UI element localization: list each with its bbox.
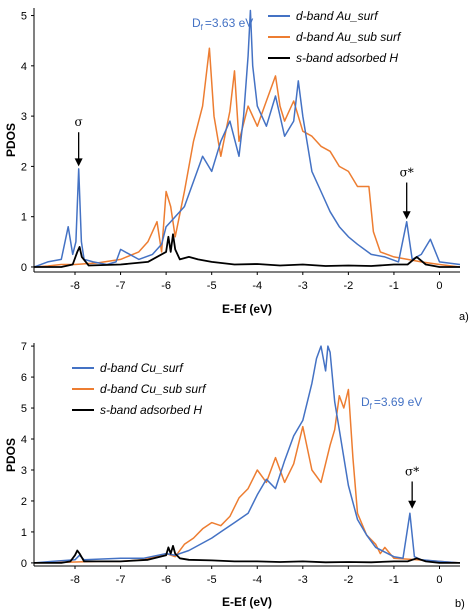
- sigma-annotation: σ: [75, 115, 83, 129]
- legend-entry: d-band Au_sub surf: [296, 30, 402, 44]
- legend-entry: s-band adsorbed H: [100, 403, 202, 417]
- x-tick-label: -4: [252, 574, 262, 586]
- series-line-d-surf: [34, 9, 460, 268]
- x-tick-label: 0: [436, 280, 442, 292]
- chart-panel-1: 0 1 2 3 4 5 -8 -7 -6 -5 -4 -3 -2 -1 0 E-Ef (eV) PDOS a) d-…: [4, 8, 469, 323]
- df-value: =3.63 eV: [205, 16, 253, 30]
- y-axis-label: PDOS: [4, 123, 18, 157]
- sigma-annotation: σ*: [400, 166, 414, 180]
- x-tick-label: -4: [252, 280, 262, 292]
- df-subscript: f: [201, 23, 204, 32]
- y-tick-label: 6: [21, 372, 27, 384]
- y-axis-label: PDOS: [4, 438, 18, 472]
- legend-entry: s-band adsorbed H: [296, 51, 398, 65]
- x-tick-label: -6: [161, 280, 171, 292]
- fermi-dband-annotation: Df =3.69 eV: [361, 395, 422, 411]
- x-tick-label: -8: [70, 280, 80, 292]
- legend-entry: d-band Cu_sub surf: [100, 382, 207, 396]
- x-tick-label: -2: [343, 280, 353, 292]
- x-tick-label: -5: [207, 574, 217, 586]
- x-tick-label: -2: [343, 574, 353, 586]
- x-tick-label: -1: [389, 574, 399, 586]
- y-tick-label: 3: [21, 465, 27, 477]
- y-tick-label: 5: [21, 11, 27, 23]
- x-tick-label: -7: [116, 574, 126, 586]
- y-tick-label: 1: [21, 527, 27, 539]
- fermi-dband-annotation: Df =3.63 eV: [192, 16, 253, 32]
- x-tick-label: 0: [436, 574, 442, 586]
- df-value: =3.69 eV: [374, 395, 422, 409]
- df-subscript: f: [370, 402, 373, 411]
- y-tick-label: 4: [21, 61, 27, 73]
- y-tick-label: 0: [21, 262, 27, 274]
- x-tick-label: -6: [161, 574, 171, 586]
- df-symbol: D: [192, 16, 201, 30]
- x-tick-label: -8: [70, 574, 80, 586]
- y-tick-label: 3: [21, 111, 27, 123]
- legend-entry: d-band Cu_surf: [100, 361, 184, 375]
- x-tick-label: -1: [389, 280, 399, 292]
- df-symbol: D: [361, 395, 370, 409]
- y-tick-label: 2: [21, 496, 27, 508]
- sigma-annotation: σ*: [405, 464, 419, 478]
- x-tick-label: -5: [207, 280, 217, 292]
- x-tick-label: -3: [298, 280, 308, 292]
- y-tick-label: 7: [21, 341, 27, 353]
- series-line-s-H: [34, 545, 460, 564]
- series-line-d-sub: [34, 388, 460, 564]
- chart-panel-2: 0 1 2 3 4 5 6 7 -8 -7 -6 -5 -4 -3 -2 -1 0 E-Ef (eV) PDOS b)…: [4, 341, 465, 610]
- series-line-d-sub: [34, 47, 460, 268]
- x-axis-label: E-Ef (eV): [222, 595, 272, 609]
- y-tick-label: 4: [21, 434, 27, 446]
- x-axis-label: E-Ef (eV): [222, 302, 272, 316]
- x-tick-label: -7: [116, 280, 126, 292]
- y-tick-label: 0: [21, 558, 27, 570]
- legend-entry: d-band Au_surf: [296, 9, 379, 23]
- series-line-d-surf: [34, 345, 460, 564]
- y-tick-label: 2: [21, 161, 27, 173]
- panel-label: a): [459, 311, 469, 323]
- y-tick-label: 5: [21, 403, 27, 415]
- y-tick-label: 1: [21, 212, 27, 224]
- annotation-arrow-head: [74, 158, 83, 167]
- annotation-arrow-head: [402, 211, 411, 220]
- annotation-arrow-head: [408, 500, 417, 509]
- series-line-s-H: [34, 233, 460, 268]
- x-tick-label: -3: [298, 574, 308, 586]
- panel-label: b): [455, 598, 465, 610]
